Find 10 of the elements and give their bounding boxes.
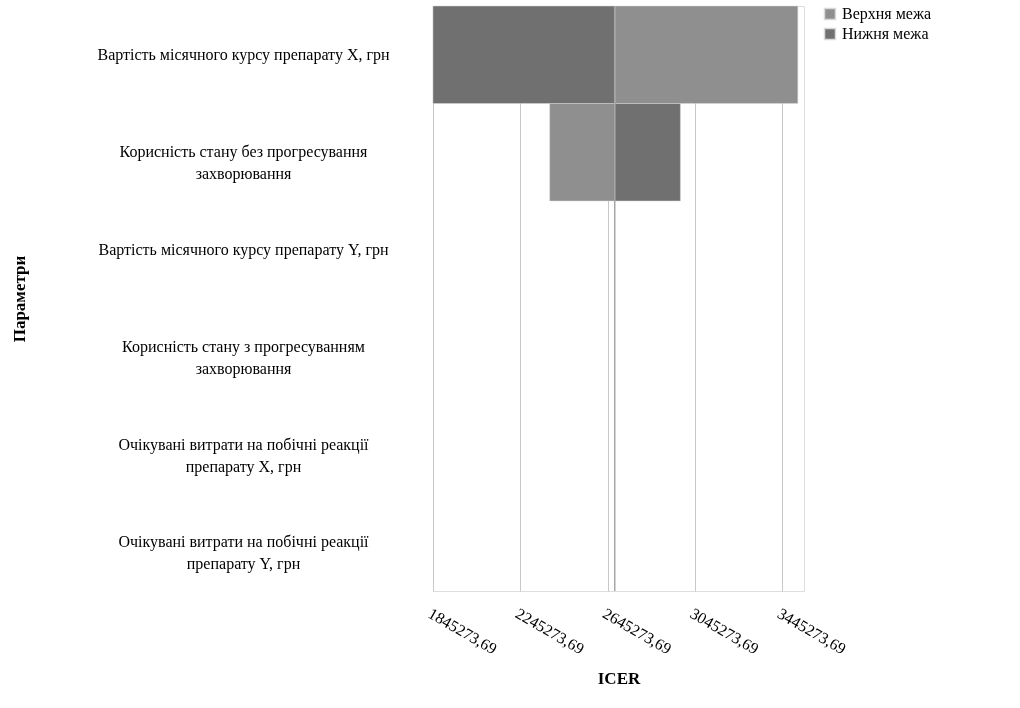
y-tick-label: Очікувані витрати на побічні реакції препарату Y, грн [118,533,370,574]
legend-label: Верхня межа [842,5,932,23]
y-tick-label: Корисність стану без прогресування захворювання [119,143,369,184]
legend-label: Нижня межа [842,25,929,42]
x-axis-title: ICER [597,669,641,689]
y-tick-label: Корисність стану з прогресуванням захворювання [122,338,365,379]
y-tick-label: Вартість місячного курсу препарату X, грн [97,45,390,64]
y-axis-title: Параметри [9,255,29,343]
y-tick-label: Вартість місячного курсу препарату Y, грн [98,240,389,259]
y-tick-label: Очікувані витрати на побічні реакції препарату X, грн [118,435,370,476]
